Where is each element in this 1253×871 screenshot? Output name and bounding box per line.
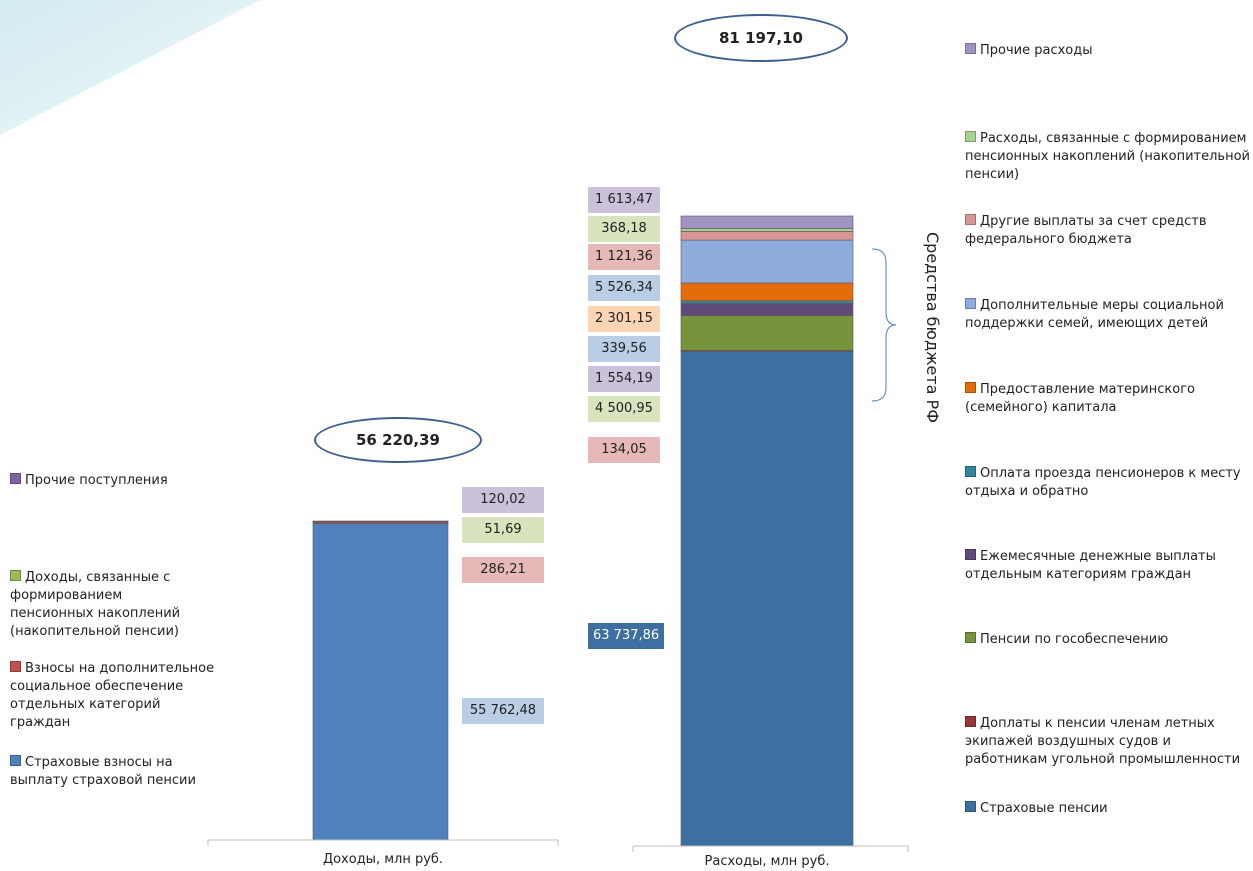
income-bar-segment-3 [312,520,449,522]
expense-bar-segment-7 [680,231,854,241]
income-bar-segment-0 [312,523,449,841]
expense-bar-segment-3 [680,303,854,316]
expense-bar-segment-6 [680,239,854,284]
budget-bracket [871,248,897,402]
expense-bar-segment-0 [680,351,854,847]
expense-bar-segment-2 [680,315,854,351]
expense-bar-segment-5 [680,282,854,302]
expense-bar-segment-4 [680,300,854,304]
expense-bar-segment-9 [680,215,854,229]
decorative-corner-shape [0,0,260,135]
expense-bar-segment-8 [680,228,854,232]
